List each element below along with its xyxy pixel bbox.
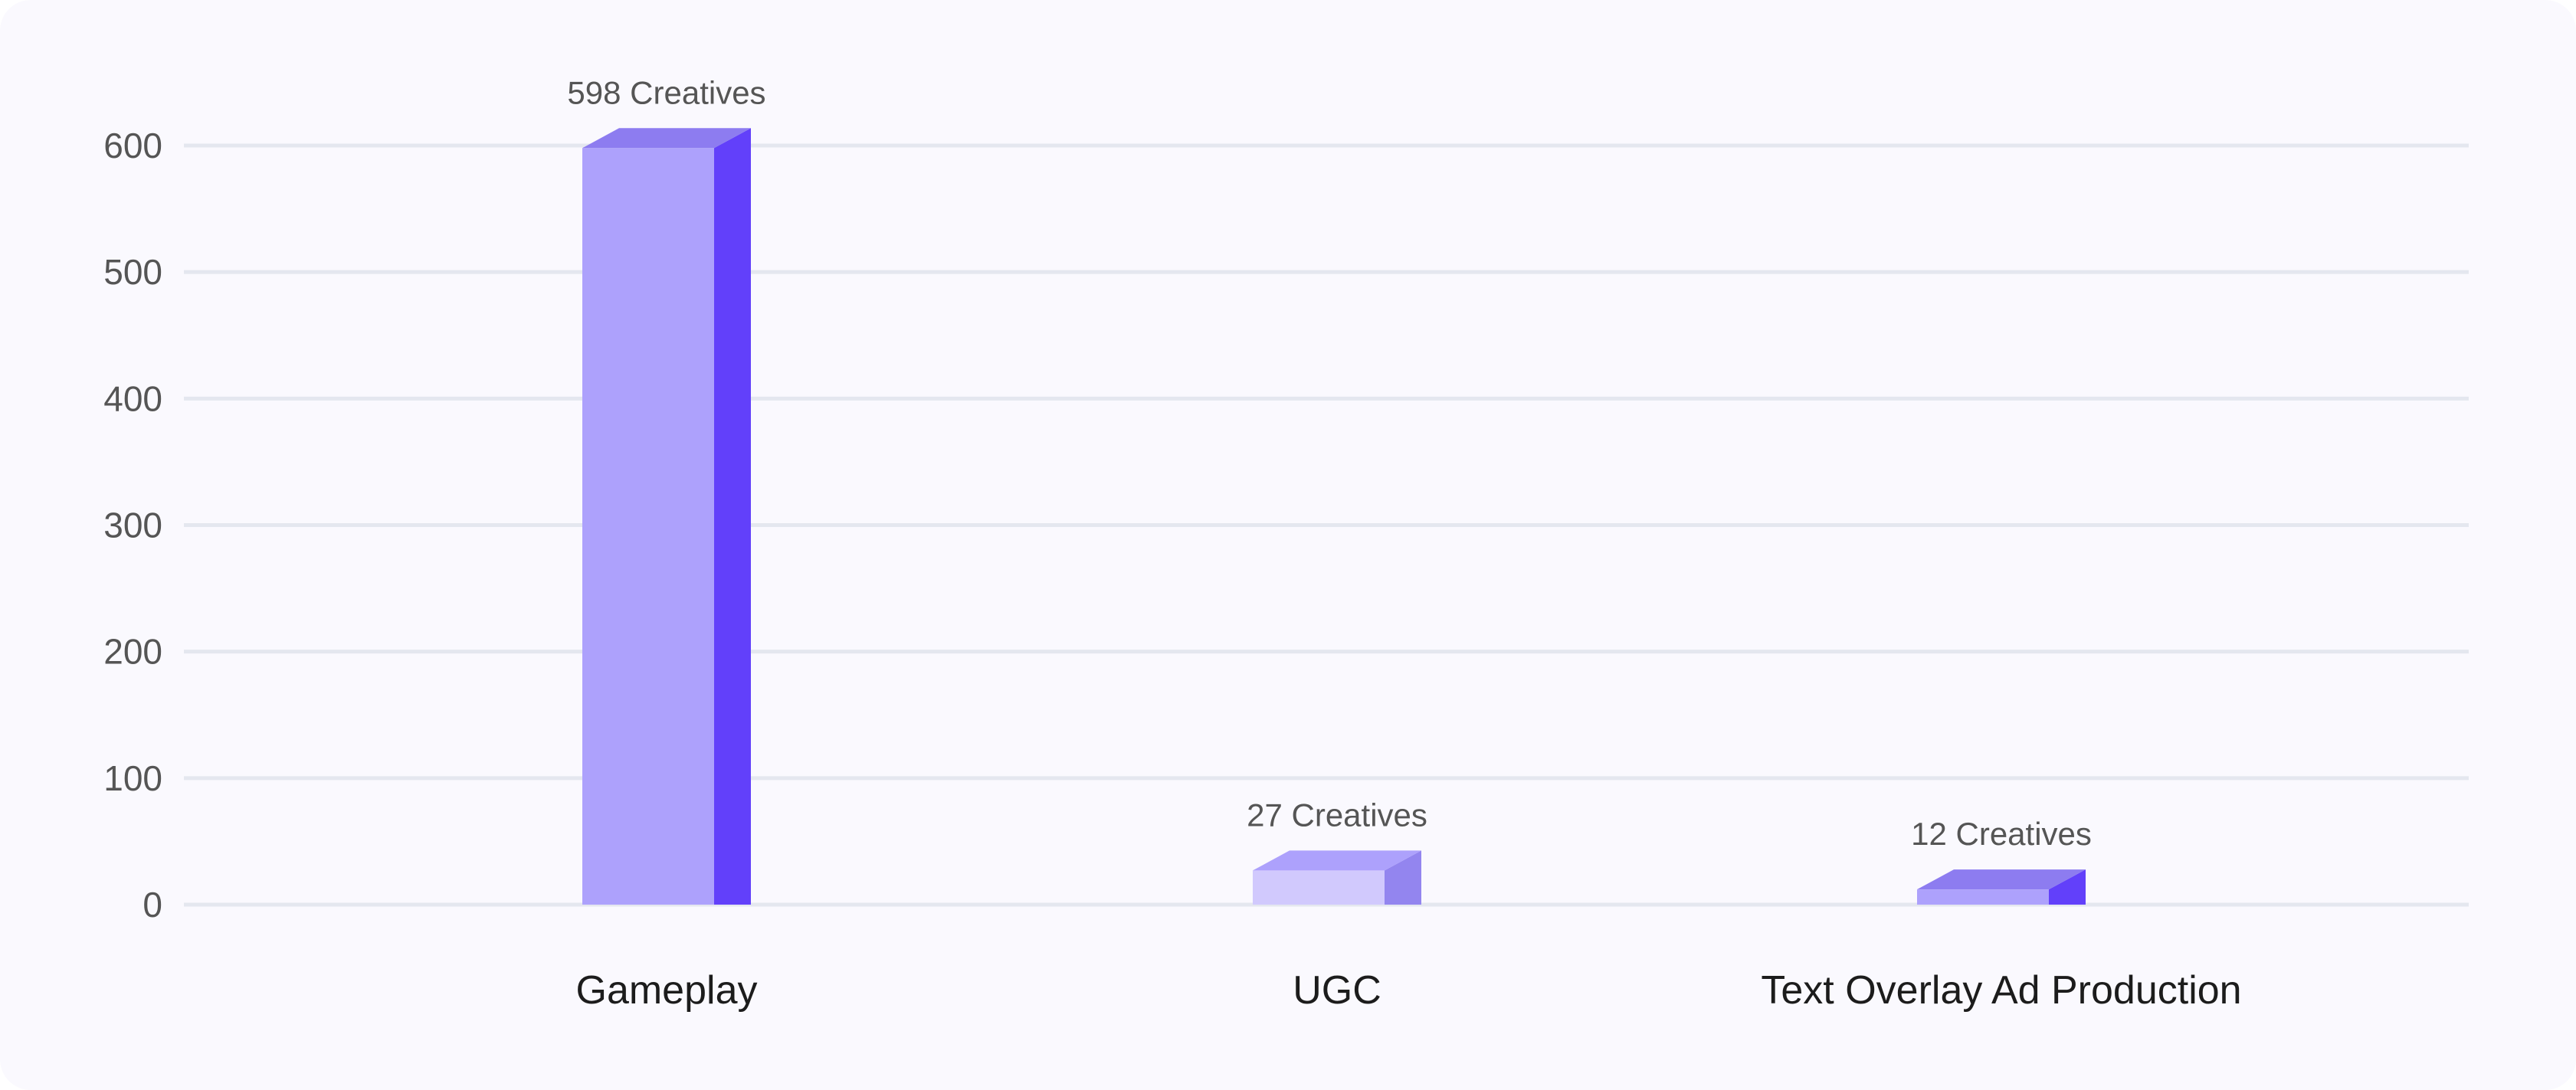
bar-front-face bbox=[1917, 889, 2049, 905]
y-tick-label: 400 bbox=[103, 378, 162, 418]
x-category-label: Text Overlay Ad Production bbox=[1761, 968, 2241, 1013]
y-tick-label: 300 bbox=[103, 506, 162, 545]
y-axis-ticks: 0 100 200 300 400 500 600 bbox=[103, 126, 162, 925]
bar-side-face bbox=[1385, 850, 1421, 905]
y-tick-label: 100 bbox=[103, 758, 162, 798]
bar-side-face bbox=[2049, 869, 2086, 905]
bar-top-face bbox=[1917, 869, 2086, 890]
data-label: 598 Creatives bbox=[567, 74, 765, 110]
y-tick-label: 600 bbox=[103, 126, 162, 165]
bar-gameplay bbox=[582, 128, 751, 905]
gridlines bbox=[184, 143, 2469, 907]
y-tick-label: 200 bbox=[103, 632, 162, 672]
bars bbox=[582, 128, 2086, 905]
bar-top-face bbox=[1253, 850, 1421, 871]
data-label: 27 Creatives bbox=[1247, 797, 1427, 833]
y-tick-label: 0 bbox=[143, 885, 162, 925]
x-axis-categories: Gameplay UGC Text Overlay Ad Production bbox=[576, 968, 2242, 1013]
bar-side-face bbox=[714, 128, 751, 905]
bar-top-face bbox=[582, 128, 751, 149]
y-tick-label: 500 bbox=[103, 252, 162, 292]
bar-ugc bbox=[1253, 850, 1421, 905]
data-labels: 598 Creatives 27 Creatives 12 Creatives bbox=[567, 74, 2091, 852]
bar-front-face bbox=[1253, 870, 1385, 905]
bar-front-face bbox=[582, 148, 714, 905]
x-category-label: UGC bbox=[1293, 968, 1381, 1013]
data-label: 12 Creatives bbox=[1911, 816, 2092, 852]
bar-text-overlay-ad-production bbox=[1917, 869, 2086, 905]
x-category-label: Gameplay bbox=[576, 968, 758, 1013]
